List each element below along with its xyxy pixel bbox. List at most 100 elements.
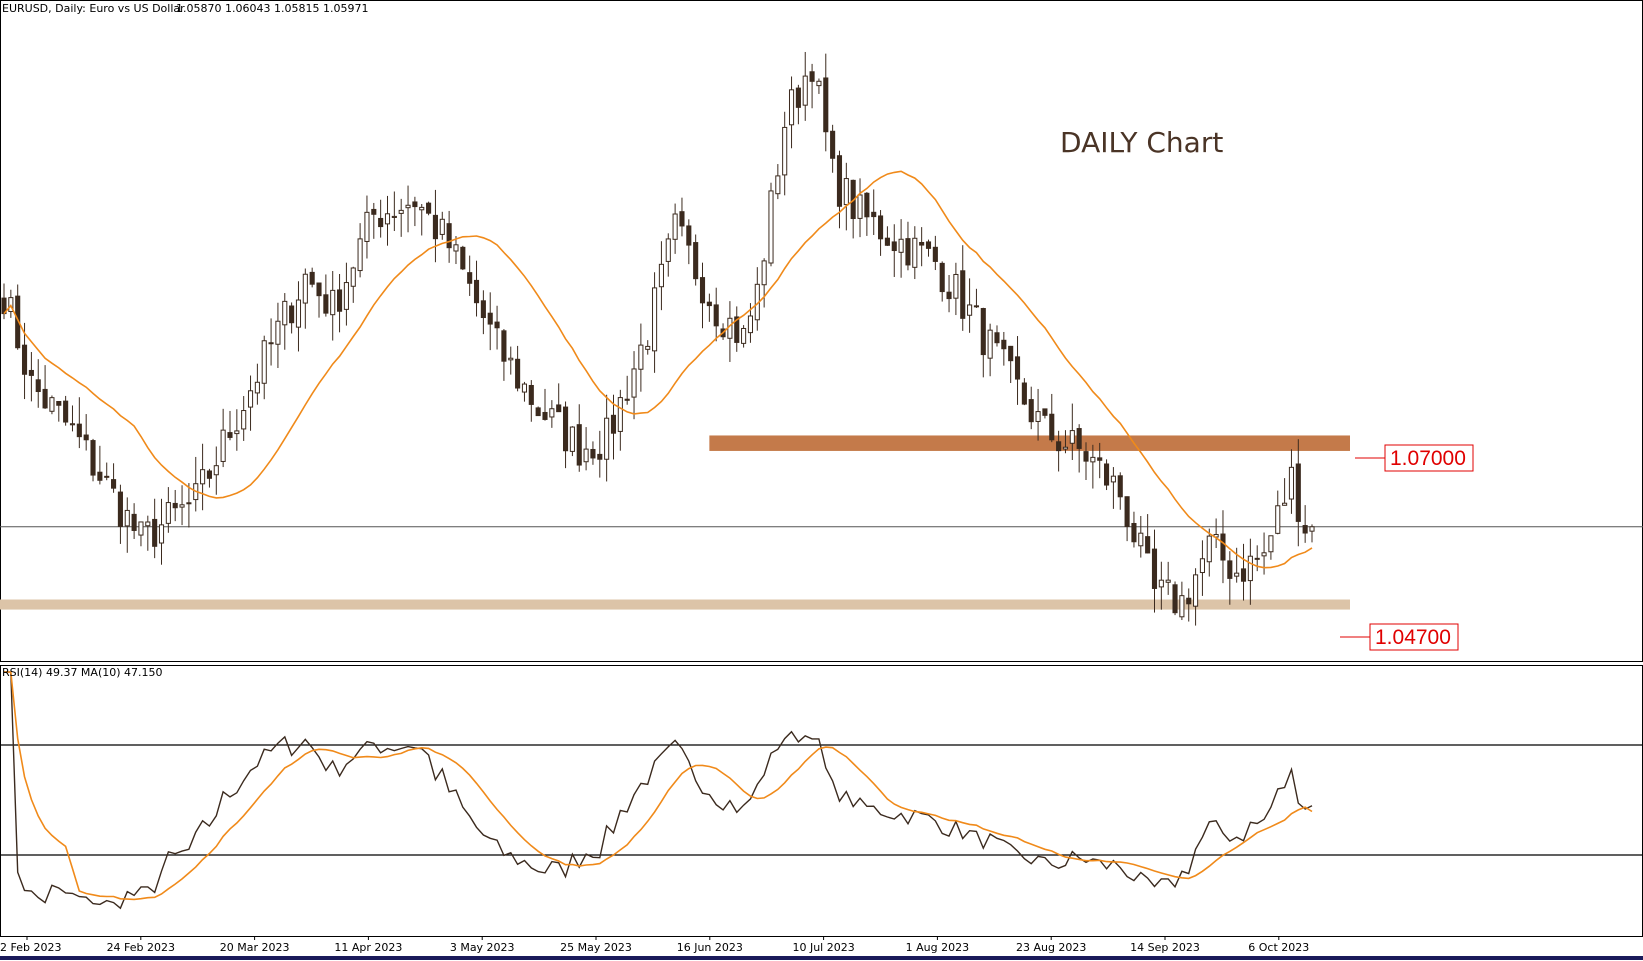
candle-bullish [782,126,788,176]
level-label-text: 1.07000 [1390,447,1466,470]
x-tick-label: 2 Feb 2023 [0,941,61,954]
x-tick-label: 6 Oct 2023 [1248,941,1309,954]
candle-bullish [1090,456,1096,463]
candle-bearish [15,295,21,349]
candle-bearish [501,330,507,362]
candle-bearish [980,308,986,356]
candle-bearish [1117,475,1123,498]
candle-bullish [652,287,658,352]
candle-bullish [350,267,356,287]
candle-bearish [1302,525,1308,534]
candle-bearish [795,87,801,108]
candle-bullish [672,213,678,240]
candles [1,51,1315,626]
candle-bullish [398,209,404,214]
candle-bearish [1227,560,1233,579]
candle-bearish [1014,356,1021,380]
candle-bullish [213,465,219,476]
candle-bearish [1151,548,1158,589]
candle-bullish [268,342,274,345]
candle-bearish [371,208,377,215]
candle-bullish [617,397,623,432]
candle-bearish [42,388,48,409]
candle-bearish [590,448,596,459]
candle-bearish [864,192,870,218]
candle-bullish [1254,557,1260,560]
candle-bearish [884,237,890,246]
candle-bullish [1062,446,1069,450]
candle-bullish [49,397,55,412]
candle-bearish [1008,345,1014,362]
support-zone [0,599,1350,610]
candle-bullish [69,423,76,426]
candle-bearish [21,344,28,375]
candle-bullish [158,524,165,544]
candle-bullish [439,218,445,235]
level-label-box [1384,444,1474,472]
candle-bearish [699,277,706,304]
candle-bearish [323,294,329,314]
candle-bearish [891,241,897,252]
candle-bearish [487,312,493,325]
candle-bearish [206,470,212,479]
candle-bullish [1261,552,1267,557]
candle-bullish [275,320,281,345]
candle-bullish [912,237,918,268]
candle-bullish [1275,505,1281,534]
candle-bearish [494,321,500,329]
candle-bullish [384,213,391,225]
candle-bearish [830,130,836,159]
candle-bullish [247,390,254,408]
candle-bearish [624,398,630,401]
candle-bullish [843,178,849,206]
candle-bearish [1021,382,1027,405]
daily-chart-annotation: DAILY Chart [1060,126,1223,159]
candle-bullish [1179,595,1185,618]
candle-bearish [35,379,41,393]
candle-bullish [1309,526,1315,532]
candle-bearish [97,471,103,481]
candle-bullish [1165,579,1171,583]
x-tick-label: 11 Apr 2023 [334,941,402,954]
candle-bearish [432,214,438,240]
candle-bullish [302,273,308,304]
candle-bearish [919,241,925,246]
candle-bullish [391,215,397,218]
candle-bullish [953,273,959,299]
x-tick-label: 25 May 2023 [560,941,632,954]
candle-bearish [1083,451,1089,462]
candle-bearish [104,475,110,478]
candle-bearish [1131,522,1137,543]
candle-bearish [1056,441,1062,452]
x-tick-label: 23 Aug 2023 [1016,941,1086,954]
x-tick-label: 20 Mar 2023 [220,941,290,954]
candle-bullish [967,304,973,316]
candle-bearish [878,215,884,240]
candle-bullish [1158,579,1164,588]
candle-bullish [521,383,528,393]
candle-bullish [645,345,651,350]
candle-bullish [165,502,171,524]
candle-bullish [1268,535,1274,553]
x-tick-label: 24 Feb 2023 [107,941,175,954]
rsi-header: RSI(14) 49.37 MA(10) 47.150 [2,666,163,679]
candle-bullish [357,238,363,272]
candle-bearish [706,301,712,307]
rsi-ma-line [4,671,1313,901]
candle-bearish [610,414,617,434]
candle-bearish [1028,399,1034,423]
candle-bullish [295,299,302,328]
candle-bullish [802,75,808,106]
candle-bullish [857,194,863,219]
candle-bullish [405,204,411,209]
chart-header-ohlc: 1.05870 1.06043 1.05815 1.05971 [176,2,368,15]
candle-bearish [939,262,945,293]
candle-bearish [693,242,699,280]
candle-bearish [686,225,692,246]
candle-bearish [1295,463,1301,522]
candle-bullish [761,260,767,286]
candle-bearish [473,279,480,304]
candle-bearish [1001,339,1007,350]
candle-bearish [309,271,315,285]
